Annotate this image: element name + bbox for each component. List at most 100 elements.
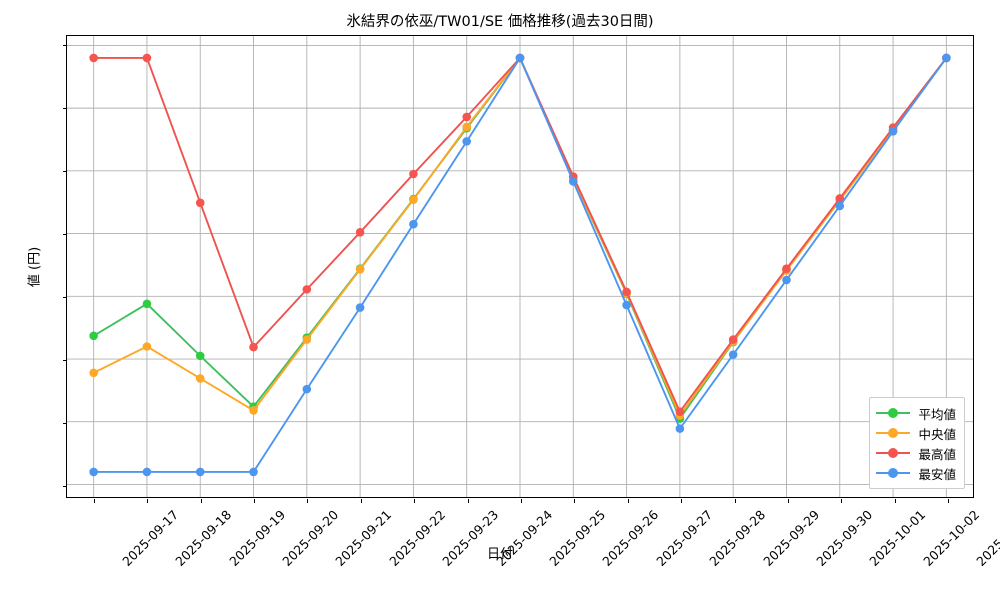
legend-label: 最高値	[918, 446, 956, 462]
y-axis-label: 値 (円)	[27, 246, 43, 287]
legend-label: 平均値	[918, 406, 956, 422]
data-point	[409, 195, 418, 204]
x-tick-label: 2025-09-27	[653, 507, 716, 569]
data-point	[515, 53, 525, 63]
data-point	[142, 299, 152, 309]
legend-item-3[interactable]: 最安値	[876, 463, 956, 483]
series-3	[89, 53, 951, 477]
data-point	[249, 467, 258, 477]
y-tick-mark	[63, 297, 67, 299]
data-point	[249, 406, 258, 415]
data-point	[835, 201, 845, 211]
x-tick-label: 2025-10-02	[920, 507, 983, 569]
x-tick-label: 2025-10-01	[866, 507, 929, 569]
data-point	[89, 368, 98, 378]
x-tick-mark	[147, 499, 149, 503]
x-tick-mark	[360, 499, 362, 503]
legend-swatch-icon	[876, 406, 911, 420]
legend-swatch-icon	[876, 446, 911, 460]
chart-legend[interactable]: 平均値中央値最高値最安値	[869, 397, 965, 489]
data-point	[462, 137, 471, 146]
x-tick-mark	[894, 499, 896, 503]
x-tick-mark	[414, 499, 416, 503]
x-tick-mark	[627, 499, 629, 503]
data-point	[249, 342, 258, 352]
gridlines	[67, 36, 973, 497]
y-tick-mark	[63, 234, 67, 236]
x-tick-mark	[788, 499, 790, 503]
data-point	[622, 287, 631, 297]
plot-area: 値 (円) 200300400500600700800900 2025-09-1…	[28, 35, 1000, 569]
legend-item-2[interactable]: 最高値	[876, 443, 956, 463]
x-tick-label: 2025-09-17	[118, 507, 181, 569]
x-tick-label: 2025-09-29	[759, 507, 822, 569]
data-point	[782, 264, 791, 273]
chart-title: 氷結界の依巫/TW01/SE 価格推移(過去30日間)	[346, 14, 654, 30]
data-point	[728, 350, 738, 359]
data-point	[355, 303, 365, 312]
data-point	[89, 331, 98, 341]
x-tick-label: 2025-09-28	[706, 507, 769, 569]
x-tick-label: 2025-09-18	[172, 507, 235, 569]
data-point	[675, 424, 685, 433]
data-point	[942, 53, 951, 63]
x-tick-label: 2025-09-22	[386, 507, 449, 569]
x-tick-mark	[521, 499, 522, 503]
data-point	[782, 275, 791, 285]
x-tick-label: 2025-09-30	[813, 507, 876, 569]
x-tick-label: 2025-09-21	[332, 507, 395, 569]
data-point	[622, 300, 631, 310]
x-tick-mark	[200, 499, 202, 503]
x-tick-mark	[467, 499, 469, 503]
legend-item-0[interactable]: 平均値	[876, 403, 956, 423]
data-point	[89, 53, 98, 63]
x-tick-mark	[307, 499, 309, 503]
data-point	[302, 335, 312, 344]
x-tick-mark	[574, 499, 576, 503]
y-tick-mark	[63, 45, 67, 47]
x-tick-mark	[841, 499, 843, 503]
data-point	[728, 335, 738, 344]
legend-swatch-icon	[876, 466, 911, 480]
x-tick-label: 2025-09-19	[225, 507, 288, 569]
x-tick-label: 2025-09-25	[546, 507, 609, 569]
x-axis-label: 日付	[486, 547, 514, 562]
data-point	[355, 265, 365, 274]
series-lines	[89, 53, 951, 477]
legend-swatch-icon	[876, 426, 911, 440]
data-point	[302, 285, 312, 294]
data-point	[409, 219, 418, 229]
data-point	[142, 53, 152, 63]
data-point	[302, 384, 312, 394]
legend-item-1[interactable]: 中央値	[876, 423, 956, 443]
data-point	[569, 177, 578, 186]
data-point	[142, 342, 152, 351]
data-point	[462, 112, 471, 122]
x-tick-mark	[253, 499, 255, 503]
x-tick-mark	[734, 499, 736, 503]
data-point	[675, 407, 685, 416]
data-point	[142, 467, 152, 477]
x-tick-mark	[93, 499, 95, 503]
legend-label: 最安値	[918, 466, 956, 482]
y-tick-mark	[63, 108, 67, 110]
data-point	[195, 198, 205, 208]
legend-label: 中央値	[918, 426, 956, 442]
data-point	[89, 467, 98, 477]
y-tick-mark	[63, 486, 67, 488]
x-tick-label: 2025-09-26	[599, 507, 662, 569]
x-tick-label: 2025-09-20	[279, 507, 342, 569]
data-point	[462, 122, 471, 132]
data-point	[888, 127, 898, 136]
data-point	[835, 194, 845, 203]
chart-canvas	[67, 36, 973, 497]
y-tick-mark	[63, 360, 67, 362]
x-tick-mark	[948, 499, 950, 503]
y-tick-mark	[63, 423, 67, 425]
data-point	[409, 169, 418, 179]
data-point	[195, 467, 205, 477]
data-point	[355, 228, 365, 237]
data-point	[195, 351, 205, 361]
y-tick-mark	[63, 171, 67, 173]
